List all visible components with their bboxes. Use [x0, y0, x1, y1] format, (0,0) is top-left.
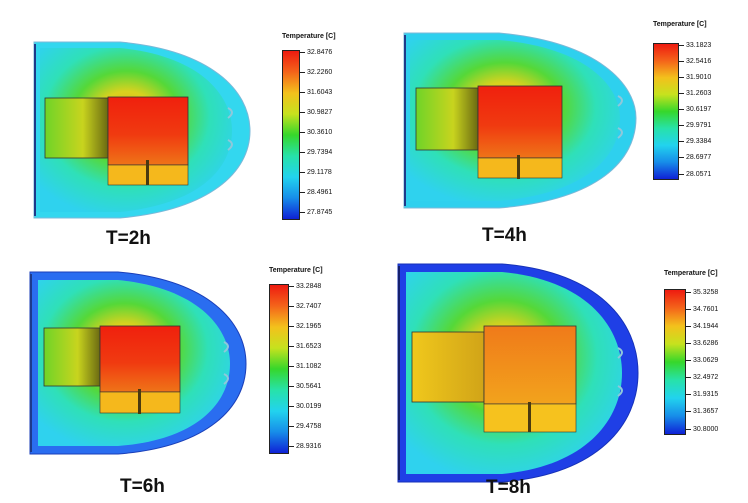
tick: 32.2260: [300, 69, 332, 77]
tick: 30.8000: [686, 426, 718, 434]
module-divider: [517, 155, 520, 179]
tick: 33.6286: [686, 340, 718, 348]
tick: 33.0629: [686, 357, 718, 365]
thermal-map-t8h: [397, 263, 639, 483]
tick: 30.5641: [289, 383, 321, 391]
module-divider: [528, 402, 531, 432]
time-label-t4h: T=4h: [482, 225, 527, 246]
tick: 29.7394: [300, 149, 332, 157]
left-compartment: [415, 87, 479, 151]
thermal-map-t2h: [33, 41, 251, 219]
tick: 32.8476: [300, 49, 332, 57]
hot-block: [483, 325, 577, 405]
tick: 31.9315: [686, 391, 718, 399]
tick: 29.3384: [679, 138, 711, 146]
tick: 31.2603: [679, 90, 711, 98]
tick: 31.3657: [686, 408, 718, 416]
tick: 32.7407: [289, 303, 321, 311]
color-scale: [664, 289, 686, 435]
tick: 27.8745: [300, 209, 332, 217]
time-label-t2h: T=2h: [106, 228, 151, 249]
tick: 31.9010: [679, 74, 711, 82]
legend-title: Temperature [C]: [664, 270, 718, 277]
time-label-t6h: T=6h: [120, 476, 165, 497]
tick: 29.4758: [289, 423, 321, 431]
tick: 29.1178: [300, 169, 332, 177]
color-scale: [282, 50, 300, 220]
panel-t8h: Temperature [C] 35.3258 34.7601 34.1944 …: [374, 252, 748, 503]
time-label-t8h: T=8h: [486, 477, 531, 498]
thermal-map-t6h: [29, 271, 247, 455]
tick: 28.9316: [289, 443, 321, 451]
tick: 30.0199: [289, 403, 321, 411]
tick: 32.5416: [679, 58, 711, 66]
tick: 34.7601: [686, 306, 718, 314]
legend-t4h: Temperature [C] 33.1823 32.5416 31.9010 …: [653, 21, 743, 186]
legend-t8h: Temperature [C] 35.3258 34.7601 34.1944 …: [664, 270, 744, 435]
thermal-map-t4h: [403, 32, 637, 209]
tick: 32.4972: [686, 374, 718, 382]
hot-block: [99, 325, 181, 393]
enclosure-notches: [617, 95, 623, 139]
tick: 28.4961: [300, 189, 332, 197]
color-scale: [269, 284, 289, 454]
legend-t6h: Temperature [C] 33.2848 32.7407 32.1965 …: [269, 267, 359, 457]
tick: 31.6043: [300, 89, 332, 97]
tick: 28.0571: [679, 171, 711, 179]
module-divider: [146, 160, 149, 185]
tick: 35.3258: [686, 289, 718, 297]
module-divider: [138, 389, 141, 414]
panel-t4h: Temperature [C] 33.1823 32.5416 31.9010 …: [374, 0, 748, 252]
left-compartment: [411, 331, 485, 403]
tick: 33.2848: [289, 283, 321, 291]
tick: 30.9827: [300, 109, 332, 117]
legend-title: Temperature [C]: [653, 21, 707, 28]
legend-t2h: Temperature [C] 32.8476 32.2260 31.6043 …: [282, 33, 362, 223]
legend-title: Temperature [C]: [269, 267, 323, 274]
left-compartment: [43, 327, 101, 387]
enclosure-notches: [223, 341, 229, 385]
tick: 34.1944: [686, 323, 718, 331]
tick: 31.1082: [289, 363, 321, 371]
color-scale: [653, 43, 679, 180]
tick: 31.6523: [289, 343, 321, 351]
panel-t6h: Temperature [C] 33.2848 32.7407 32.1965 …: [0, 252, 374, 503]
tick: 28.6977: [679, 154, 711, 162]
hot-block: [107, 96, 189, 166]
hot-block: [477, 85, 563, 159]
left-compartment: [44, 97, 109, 159]
panel-t2h: Temperature [C] 32.8476 32.2260 31.6043 …: [0, 0, 374, 252]
tick: 30.6197: [679, 106, 711, 114]
legend-title: Temperature [C]: [282, 33, 336, 40]
tick: 33.1823: [679, 42, 711, 50]
tick: 30.3610: [300, 129, 332, 137]
tick: 32.1965: [289, 323, 321, 331]
enclosure-notches: [617, 347, 623, 397]
tick: 29.9791: [679, 122, 711, 130]
enclosure-notches: [227, 107, 233, 151]
